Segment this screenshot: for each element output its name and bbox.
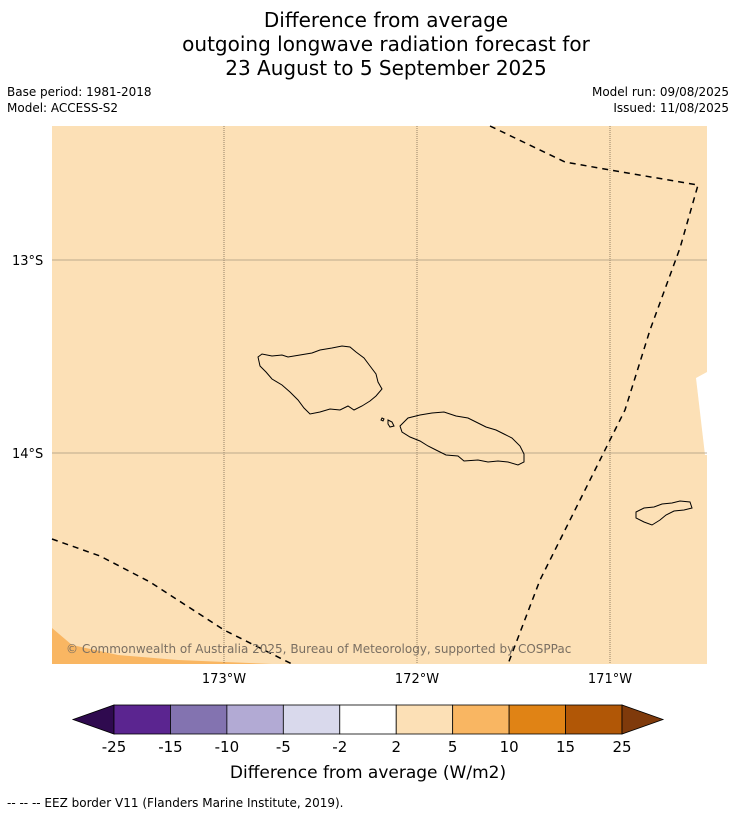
- colorbar-tick-label: -5: [276, 738, 291, 756]
- lon-label-171w: 171°W: [588, 672, 632, 687]
- colorbar-tick-label: -2: [332, 738, 347, 756]
- map-panel: © Commonwealth of Australia 2025, Bureau…: [51, 125, 707, 665]
- colorbar-tick-label: 5: [448, 738, 458, 756]
- colorbar-segment: [508, 704, 566, 735]
- tutuila-island: [635, 500, 693, 526]
- colorbar-tick-label: 2: [391, 738, 401, 756]
- base-period: Base period: 1981-2018: [7, 85, 152, 99]
- colorbar-segment: [226, 704, 284, 735]
- white-category-area: [696, 372, 707, 455]
- title-line-2: outgoing longwave radiation forecast for: [182, 32, 590, 56]
- title-line-3: 23 August to 5 September 2025: [225, 56, 547, 80]
- model-name: Model: ACCESS-S2: [7, 101, 119, 115]
- lat-labels: 13°S 14°S: [12, 254, 43, 462]
- title-line-1: Difference from average: [263, 8, 509, 32]
- colorbar-extend-min: [71, 704, 115, 735]
- model-run: Model run: 09/08/2025: [591, 85, 729, 99]
- colorbar-segment: [113, 704, 171, 735]
- colorbar-tick-label: -25: [102, 738, 127, 756]
- lon-label-173w: 173°W: [202, 672, 246, 687]
- colorbar-ticks: -25 -15 -10 -5 -2 2 5 10 15 25: [102, 738, 632, 756]
- lat-label-14s: 14°S: [12, 447, 43, 462]
- eez-legend-note: -- -- -- EEZ border V11 (Flanders Marine…: [7, 796, 344, 810]
- issued-date: Issued: 11/08/2025: [613, 101, 729, 115]
- colorbar-label: Difference from average (W/m2): [230, 763, 506, 783]
- lon-label-172w: 172°W: [395, 672, 439, 687]
- apolima-island: [380, 417, 385, 422]
- eez-border: [51, 125, 699, 665]
- colorbar-extend-max: [621, 704, 665, 735]
- islands: [257, 345, 693, 526]
- colorbar-segment: [395, 704, 454, 735]
- colorbar: [71, 704, 665, 735]
- metadata-left: Base period: 1981-2018 Model: ACCESS-S2: [7, 84, 152, 116]
- map-title: Difference from average outgoing longwav…: [0, 8, 736, 80]
- metadata-right: Model run: 09/08/2025 Issued: 11/08/2025: [592, 84, 729, 116]
- orange-category-area: [52, 628, 272, 664]
- colorbar-tick-label: 25: [612, 738, 631, 756]
- lon-labels: 173°W 172°W 171°W: [202, 672, 632, 687]
- colorbar-tick-label: 15: [556, 738, 575, 756]
- copyright-text: © Commonwealth of Australia 2025, Bureau…: [66, 642, 571, 656]
- eez-border-west: [51, 538, 293, 665]
- colorbar-segment: [565, 704, 623, 735]
- savaii-island: [257, 345, 383, 415]
- colorbar-segment: [170, 704, 228, 735]
- colorbar-segment: [452, 704, 510, 735]
- lat-label-13s: 13°S: [12, 254, 43, 269]
- colorbar-segment: [339, 704, 397, 735]
- manono-island: [387, 419, 395, 428]
- graticule: [52, 126, 707, 664]
- colorbar-tick-label: -15: [158, 738, 183, 756]
- colorbar-segment: [282, 704, 341, 735]
- anomaly-field: [52, 126, 707, 664]
- colorbar-tick-label: 10: [500, 738, 519, 756]
- upolu-island: [399, 411, 525, 466]
- colorbar-tick-label: -10: [215, 738, 240, 756]
